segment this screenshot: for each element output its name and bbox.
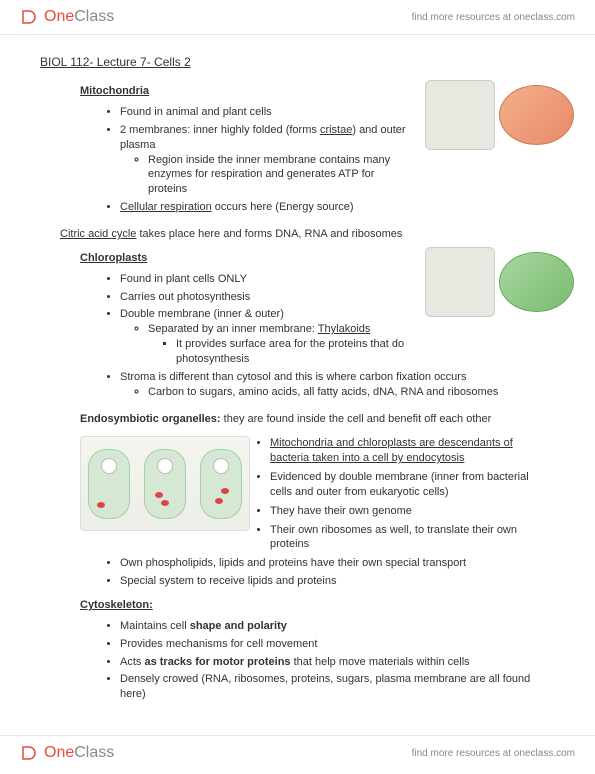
list-item: Provides mechanisms for cell movement	[120, 637, 555, 652]
page-footer: OneClass find more resources at oneclass…	[0, 735, 595, 770]
list-item: Region inside the inner membrane contain…	[148, 153, 415, 198]
logo-text-one: One	[44, 8, 74, 26]
list-item: 2 membranes: inner highly folded (forms …	[120, 123, 415, 197]
document-body: BIOL 112- Lecture 7- Cells 2 Mitochondri…	[0, 35, 595, 774]
list-item: Carries out photosynthesis	[120, 290, 415, 305]
list-item: Own phospholipids, lipids and proteins h…	[120, 556, 555, 571]
logo-icon	[20, 8, 38, 26]
endo-cell-icon	[88, 449, 130, 519]
cell-diagram-icon	[425, 247, 495, 317]
section-endosymbiotic: Mitochondria and chloroplasts are descen…	[40, 436, 555, 589]
section-chloroplasts: Chloroplasts Found in plant cells ONLY C…	[40, 252, 555, 400]
citric-acid-note: Citric acid cycle takes place here and f…	[60, 227, 555, 242]
list-item: Special system to receive lipids and pro…	[120, 574, 555, 589]
list-item: Stroma is different than cytosol and thi…	[120, 370, 555, 400]
list-item: They have their own genome	[270, 504, 545, 519]
logo-text-one: One	[44, 744, 74, 762]
brand-logo: OneClass	[20, 8, 114, 26]
endosymbiosis-image	[80, 436, 250, 531]
endosymbiotic-bottom-list: Own phospholipids, lipids and proteins h…	[120, 556, 555, 589]
brand-logo-footer: OneClass	[20, 744, 114, 762]
endo-cell-icon	[200, 449, 242, 519]
list-item: Maintains cell shape and polarity	[120, 619, 555, 634]
endosymbiotic-heading: Endosymbiotic organelles: they are found…	[80, 412, 555, 427]
logo-text-class: Class	[74, 8, 114, 26]
list-item: Acts as tracks for motor proteins that h…	[120, 655, 555, 670]
list-item: Densely crowed (RNA, ribosomes, proteins…	[120, 672, 555, 702]
list-item: Evidenced by double membrane (inner from…	[270, 470, 545, 500]
section-cytoskeleton: Cytoskeleton: Maintains cell shape and p…	[40, 599, 555, 702]
document-title: BIOL 112- Lecture 7- Cells 2	[40, 55, 555, 69]
endosymbiotic-right-list: Mitochondria and chloroplasts are descen…	[270, 436, 555, 552]
section-mitochondria: Mitochondria Found in animal and plant c…	[40, 85, 555, 215]
cytoskeleton-list: Maintains cell shape and polarity Provid…	[120, 619, 555, 702]
chloroplast-icon	[499, 252, 574, 312]
cytoskeleton-heading: Cytoskeleton:	[80, 599, 555, 611]
logo-text-class: Class	[74, 744, 114, 762]
list-item: Cellular respiration occurs here (Energy…	[120, 200, 415, 215]
mitochondria-image	[425, 80, 575, 155]
list-item: Found in plant cells ONLY	[120, 272, 415, 287]
list-item: Mitochondria and chloroplasts are descen…	[270, 436, 545, 466]
header-tagline: find more resources at oneclass.com	[412, 12, 575, 23]
mitochondrion-icon	[499, 85, 574, 145]
chloroplasts-list-2: Stroma is different than cytosol and thi…	[120, 370, 555, 400]
cell-diagram-icon	[425, 80, 495, 150]
page-header: OneClass find more resources at oneclass…	[0, 0, 595, 35]
chloroplast-image	[425, 247, 575, 322]
list-item: Carbon to sugars, amino acids, all fatty…	[148, 385, 555, 400]
endo-cell-icon	[144, 449, 186, 519]
list-item: It provides surface area for the protein…	[176, 337, 415, 367]
list-item: Their own ribosomes as well, to translat…	[270, 523, 545, 553]
footer-tagline: find more resources at oneclass.com	[412, 748, 575, 759]
list-item: Double membrane (inner & outer) Separate…	[120, 307, 415, 366]
list-item: Found in animal and plant cells	[120, 105, 415, 120]
logo-icon	[20, 744, 38, 762]
list-item: Separated by an inner membrane: Thylakoi…	[148, 322, 415, 367]
